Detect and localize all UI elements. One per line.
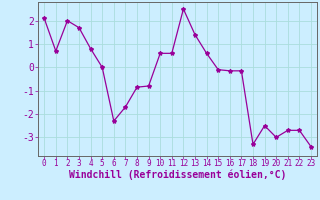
X-axis label: Windchill (Refroidissement éolien,°C): Windchill (Refroidissement éolien,°C) [69,169,286,180]
